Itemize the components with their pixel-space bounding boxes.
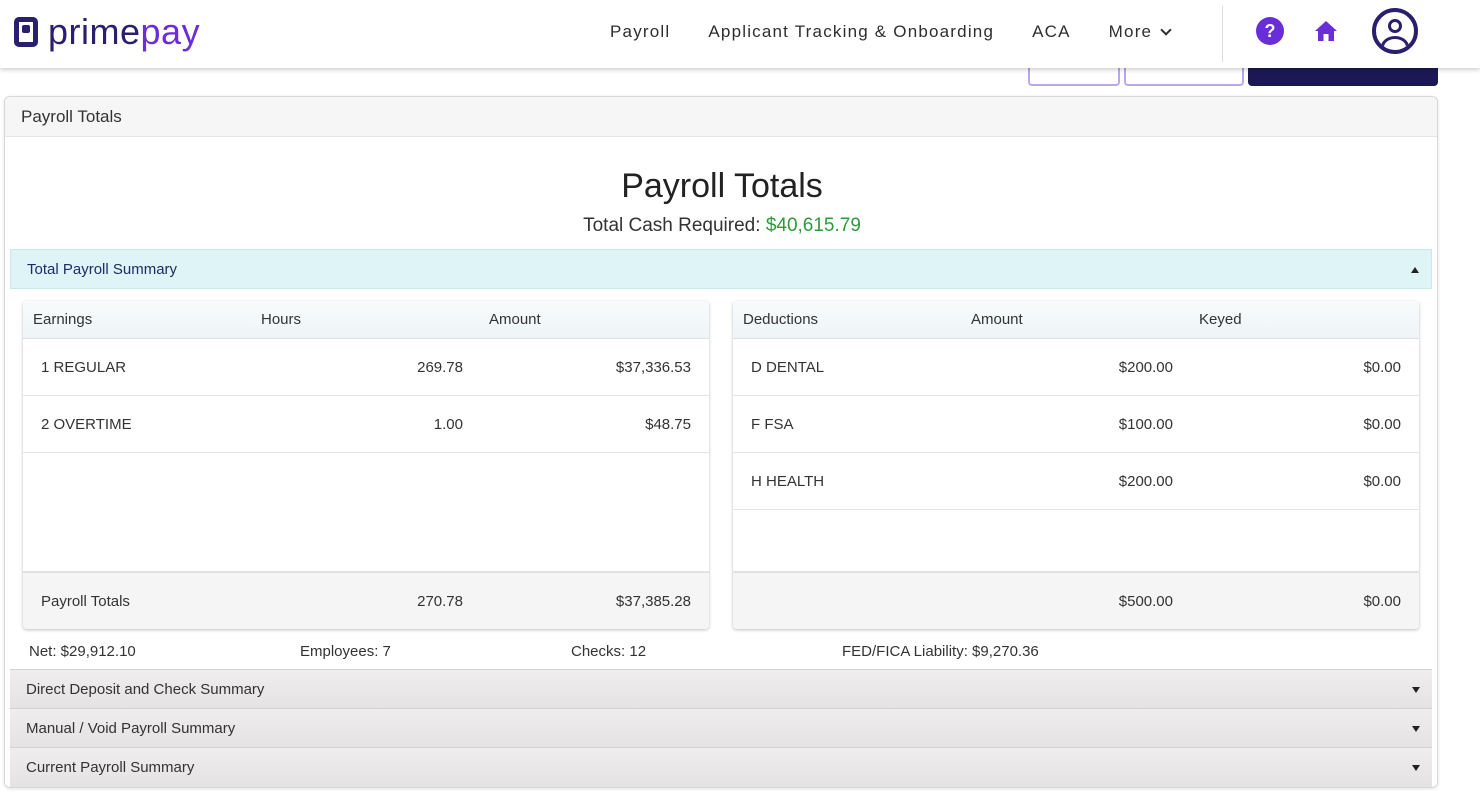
table-footer: Payroll Totals 270.78 $37,385.28 <box>23 572 709 629</box>
table-header: Earnings Hours Amount <box>23 301 709 339</box>
deduction-keyed: $0.00 <box>1363 358 1401 376</box>
accordion-total-payroll-summary[interactable]: Total Payroll Summary <box>10 249 1432 289</box>
totals-amount: $37,385.28 <box>615 592 691 610</box>
table-header: Deductions Amount Keyed <box>733 301 1419 339</box>
payroll-totals-card: Payroll Totals Payroll Totals Total Cash… <box>4 96 1438 788</box>
nav-divider <box>1222 6 1223 62</box>
deduction-amount: $200.00 <box>1118 358 1173 376</box>
accordion-manual-void-payroll-summary[interactable]: Manual / Void Payroll Summary <box>10 708 1432 748</box>
table-row: 1 REGULAR 269.78 $37,336.53 <box>23 339 709 396</box>
employees-stat: Employees: 7 <box>300 643 391 660</box>
card-header: Payroll Totals <box>5 97 1437 137</box>
totals-keyed: $0.00 <box>1363 592 1401 610</box>
totals-hours: 270.78 <box>417 592 463 610</box>
earning-hours: 269.78 <box>417 358 463 376</box>
logo-mark-icon <box>14 17 38 47</box>
fed-fica-liability-stat: FED/FICA Liability: $9,270.36 <box>842 643 1039 660</box>
table-row: D DENTAL $200.00 $0.00 <box>733 339 1419 396</box>
earning-amount: $37,336.53 <box>615 358 691 376</box>
logo-text: primepay <box>48 11 201 52</box>
earnings-table: Earnings Hours Amount 1 REGULAR 269.78 $… <box>23 301 709 629</box>
accordion-direct-deposit-check-summary[interactable]: Direct Deposit and Check Summary <box>10 669 1432 709</box>
user-avatar-icon[interactable] <box>1372 8 1418 54</box>
deduction-keyed: $0.00 <box>1363 472 1401 490</box>
column-header[interactable]: Earnings <box>33 311 93 328</box>
nav-link-payroll[interactable]: Payroll <box>610 22 671 41</box>
home-icon[interactable] <box>1314 20 1338 42</box>
checks-stat: Checks: 12 <box>571 643 647 660</box>
column-header[interactable]: Hours <box>261 311 302 328</box>
deduction-amount: $200.00 <box>1118 472 1173 490</box>
earning-hours: 1.00 <box>433 415 463 433</box>
deduction-name: F FSA <box>751 415 794 433</box>
column-header[interactable]: Amount <box>489 311 541 328</box>
nav-links: Payroll Applicant Tracking & Onboarding … <box>610 22 1208 42</box>
column-header[interactable]: Deductions <box>743 311 819 328</box>
deduction-name: D DENTAL <box>751 358 825 376</box>
table-row: F FSA $100.00 $0.00 <box>733 396 1419 453</box>
nav-link-more[interactable]: More <box>1109 22 1172 42</box>
nav-link-applicant-tracking[interactable]: Applicant Tracking & Onboarding <box>708 22 995 41</box>
caret-down-icon <box>1412 726 1420 732</box>
caret-up-icon <box>1411 267 1419 273</box>
caret-down-icon <box>1412 687 1420 693</box>
table-row: 2 OVERTIME 1.00 $48.75 <box>23 396 709 453</box>
earning-amount: $48.75 <box>645 415 691 433</box>
deduction-amount: $100.00 <box>1118 415 1173 433</box>
earning-name: 2 OVERTIME <box>41 415 132 433</box>
deduction-name: H HEALTH <box>751 472 825 490</box>
table-row-empty <box>23 453 709 572</box>
table-row-empty <box>733 510 1419 572</box>
net-stat: Net: $29,912.10 <box>29 643 136 660</box>
table-row: H HEALTH $200.00 $0.00 <box>733 453 1419 510</box>
page-title: Payroll Totals <box>621 167 823 205</box>
table-footer: $500.00 $0.00 <box>733 572 1419 629</box>
deductions-table: Deductions Amount Keyed D DENTAL $200.00… <box>733 301 1419 629</box>
accordion-current-payroll-summary[interactable]: Current Payroll Summary <box>10 747 1432 787</box>
top-nav: primepay Payroll Applicant Tracking & On… <box>0 0 1480 68</box>
caret-down-icon <box>1412 765 1420 771</box>
help-icon[interactable]: ? <box>1256 17 1284 45</box>
earning-name: 1 REGULAR <box>41 358 127 376</box>
column-header[interactable]: Keyed <box>1199 311 1242 328</box>
column-header[interactable]: Amount <box>971 311 1023 328</box>
totals-label: Payroll Totals <box>41 592 130 610</box>
total-cash-value: $40,615.79 <box>765 215 861 236</box>
chevron-down-icon <box>1160 24 1172 36</box>
nav-link-aca[interactable]: ACA <box>1032 22 1071 41</box>
deduction-keyed: $0.00 <box>1363 415 1401 433</box>
totals-amount: $500.00 <box>1118 592 1173 610</box>
primepay-logo[interactable]: primepay <box>14 14 200 50</box>
total-cash-required: Total Cash Required: $40,615.79 <box>583 215 861 236</box>
